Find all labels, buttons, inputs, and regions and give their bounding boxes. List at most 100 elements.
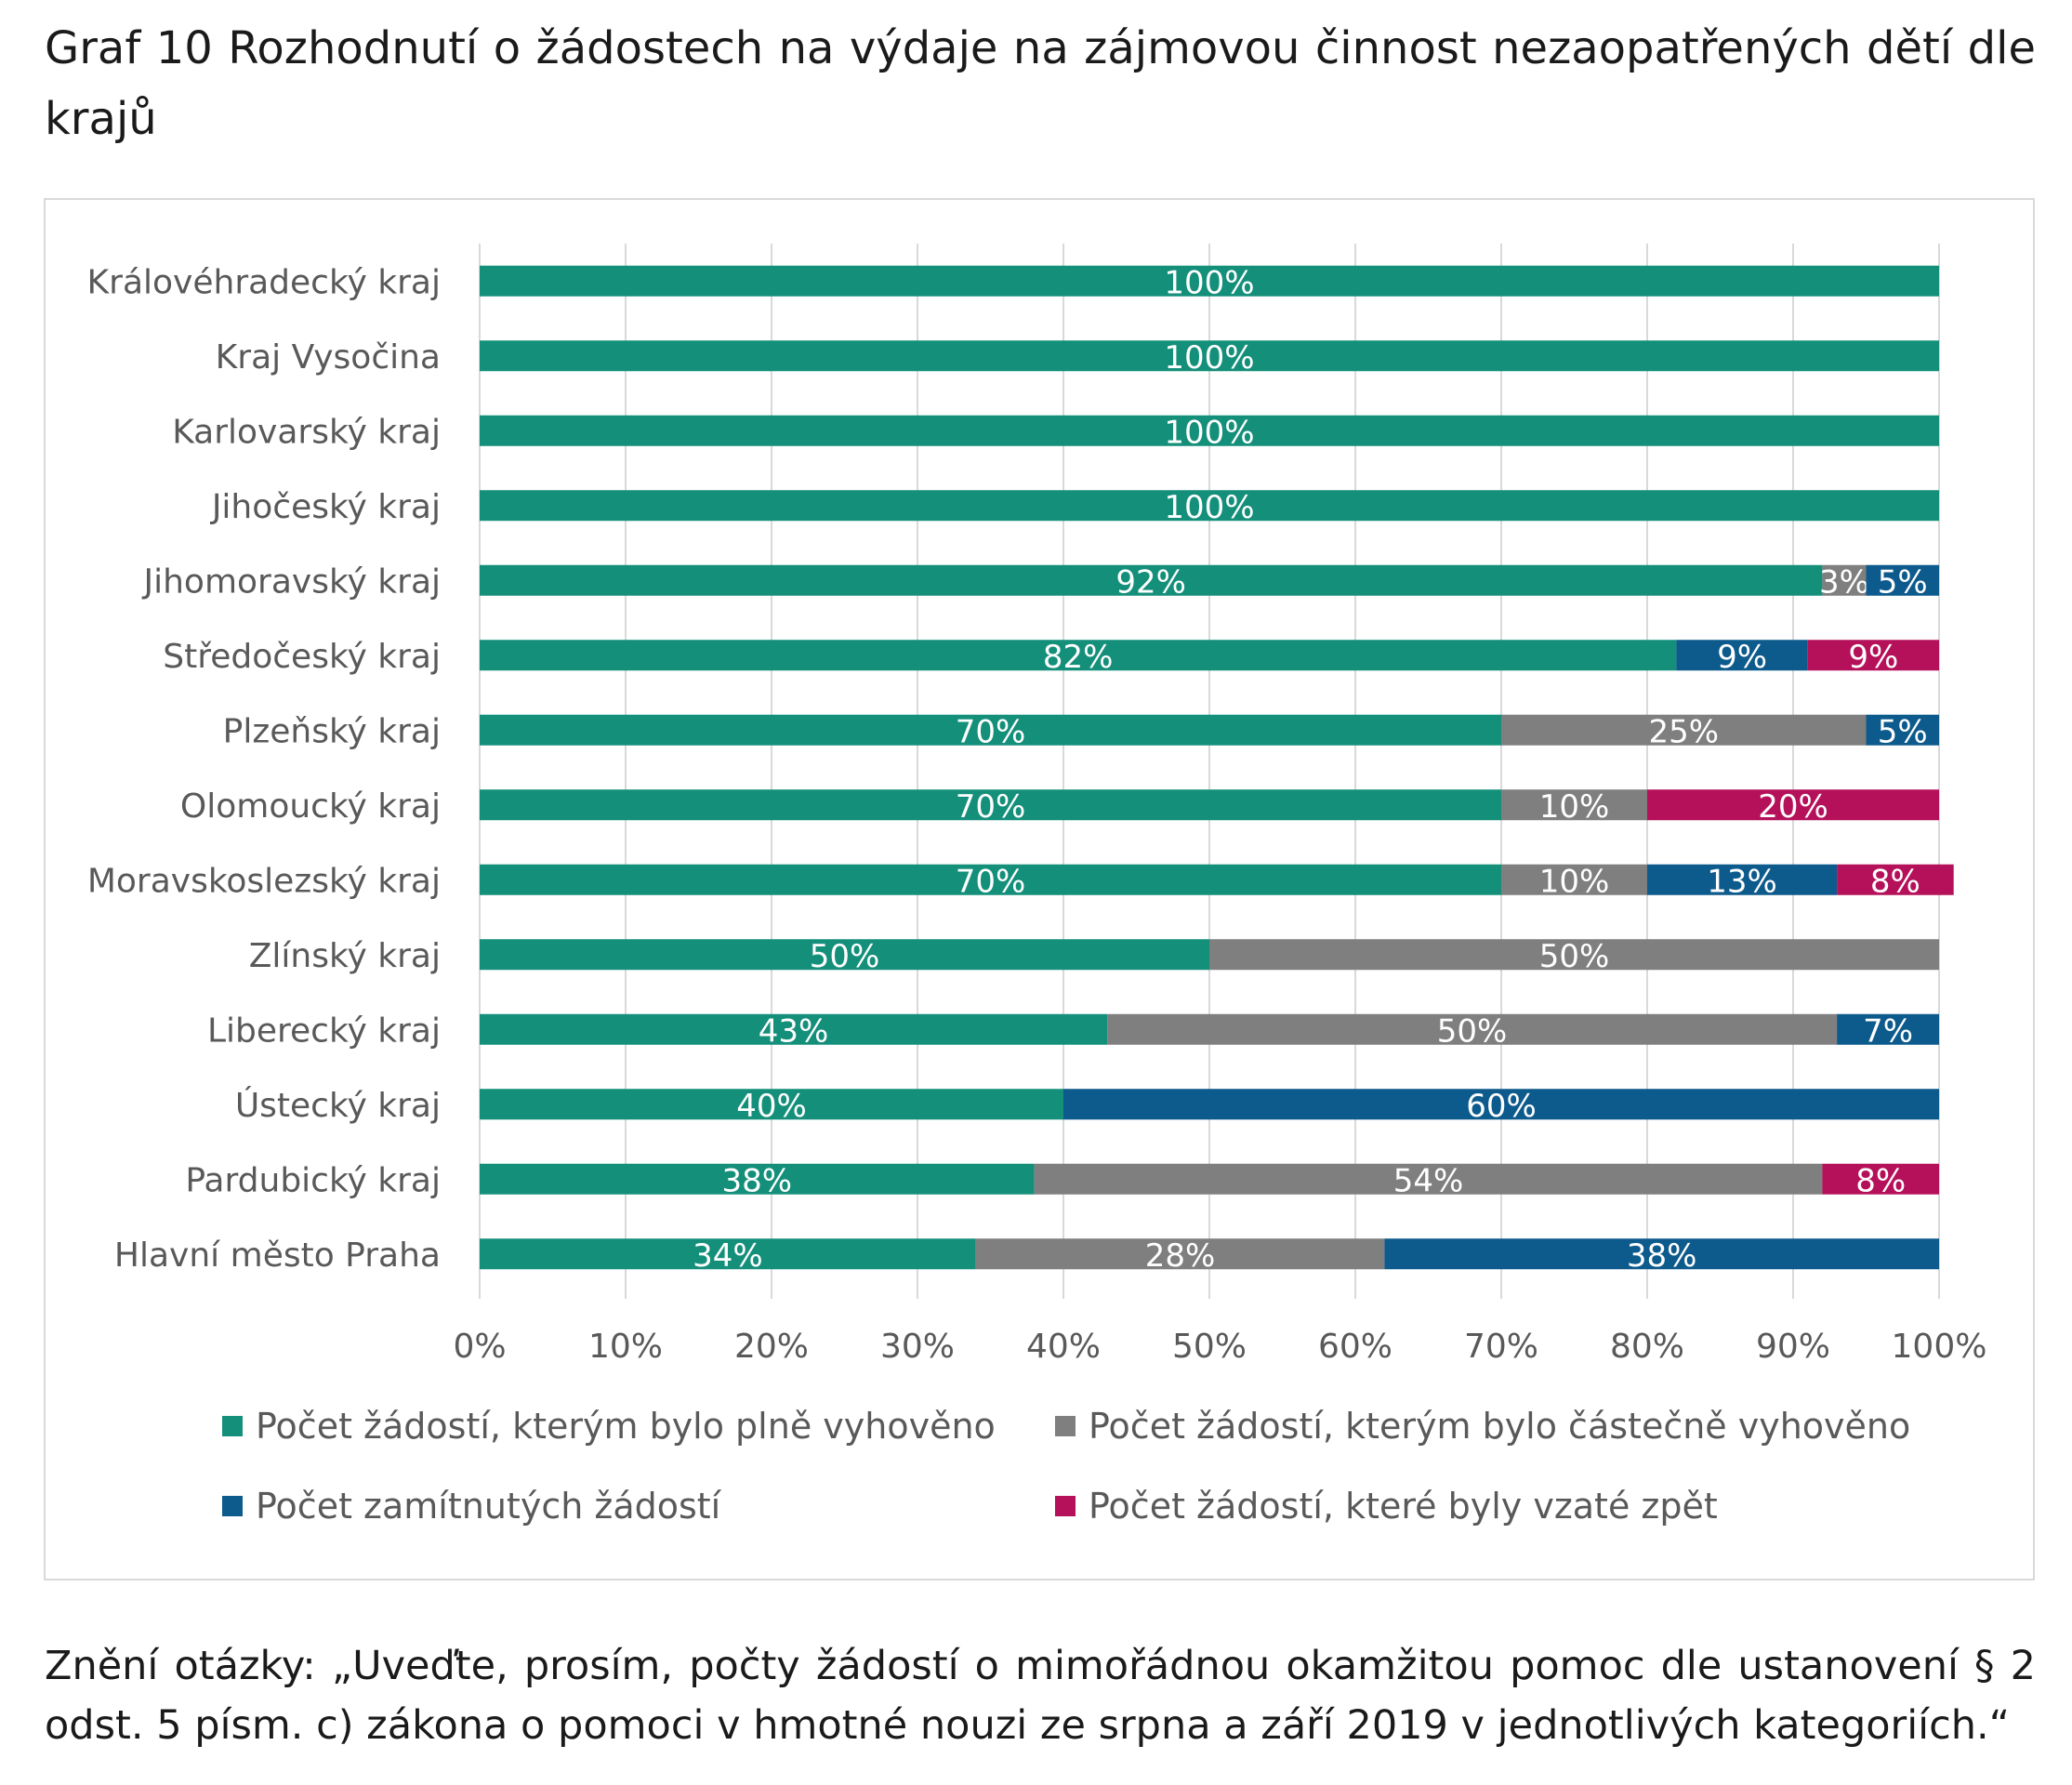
bar-segment [480, 939, 1209, 971]
data-label: 9% [1717, 639, 1767, 676]
bar-segment [1209, 939, 1939, 971]
x-tick-label: 100% [1892, 1328, 1987, 1366]
x-tick-label: 40% [1026, 1328, 1101, 1366]
data-label: 10% [1539, 788, 1610, 826]
category-label: Pardubický kraj [185, 1161, 441, 1199]
x-tick-label: 70% [1464, 1328, 1538, 1366]
bar-segment [1063, 1089, 1939, 1120]
stacked-bar-chart: 0% 10% 20% 30% 40% 50% 60% 70% 80% 90% 100% Králové… [87, 244, 1987, 1366]
x-tick-label: 60% [1318, 1328, 1392, 1366]
legend-swatch-withdrawn [1055, 1496, 1076, 1516]
bar-segment [1676, 640, 1808, 671]
bar-segment [480, 1163, 1035, 1195]
data-label: 82% [1043, 639, 1114, 676]
bar-segment [1647, 789, 1939, 821]
question-footnote: Znění otázky: „Uveďte, prosím, počty žád… [45, 1643, 2036, 1749]
data-label: 10% [1539, 863, 1610, 900]
bar-segment [1501, 714, 1867, 746]
bar-segment [1807, 640, 1939, 671]
x-tick-label: 0% [453, 1328, 506, 1366]
data-label: 54% [1393, 1162, 1464, 1199]
chart-caption: Graf 10 Rozhodnutí o žádostech na výdaje… [45, 22, 2036, 145]
legend-swatch-full [222, 1416, 243, 1436]
data-label: 100% [1164, 264, 1254, 301]
data-label: 7% [1863, 1012, 1913, 1050]
category-label: Moravskoslezský kraj [87, 862, 441, 900]
bar-segment [480, 1013, 1108, 1045]
category-label: Liberecký kraj [207, 1012, 441, 1050]
data-label: 40% [736, 1088, 807, 1125]
category-label: Hlavní město Praha [114, 1236, 441, 1275]
data-label: 50% [1437, 1012, 1508, 1050]
legend-swatch-rejected [222, 1496, 243, 1516]
legend-item-withdrawn: Počet žádostí, které byly vzaté zpět [1055, 1486, 1718, 1527]
data-label: 100% [1164, 339, 1254, 377]
bar-segment [480, 564, 1823, 596]
category-label: Zlínský kraj [249, 937, 441, 975]
category-label: Plzeňský kraj [223, 712, 441, 750]
bar-segment [1107, 1013, 1838, 1045]
bar-segment [1866, 564, 1939, 596]
bar-segment [1501, 864, 1647, 895]
data-label: 92% [1115, 563, 1186, 601]
bar-segment [1866, 714, 1939, 746]
data-label: 70% [956, 713, 1026, 750]
category-label: Kraj Vysočina [216, 338, 441, 377]
data-label: 5% [1878, 713, 1928, 750]
legend-label-full: Počet žádostí, kterým bylo plně vyhověno [256, 1406, 996, 1447]
x-tick-label: 90% [1756, 1328, 1830, 1366]
data-label: 34% [693, 1237, 763, 1275]
legend-item-partial: Počet žádostí, kterým bylo částečně vyho… [1055, 1406, 1910, 1447]
data-label: 25% [1648, 713, 1719, 750]
category-label: Středočeský kraj [163, 638, 441, 676]
data-label: 8% [1870, 863, 1920, 900]
x-tick-label: 50% [1172, 1328, 1247, 1366]
data-label: 9% [1848, 639, 1898, 676]
x-tick-label: 20% [734, 1328, 809, 1366]
category-label: Olomoucký kraj [180, 787, 441, 826]
category-label: Jihočeský kraj [210, 488, 441, 526]
legend-label-partial: Počet žádostí, kterým bylo částečně vyho… [1089, 1406, 1911, 1447]
bar-segment [1501, 789, 1647, 821]
data-label: 100% [1164, 414, 1254, 451]
bar-segment [1034, 1163, 1823, 1195]
legend-label-rejected: Počet zamítnutých žádostí [256, 1486, 721, 1527]
legend-item-rejected: Počet zamítnutých žádostí [222, 1486, 720, 1527]
data-label: 43% [759, 1012, 829, 1050]
category-label: Ústecký kraj [235, 1086, 441, 1125]
data-label: 28% [1145, 1237, 1216, 1275]
bar-segment [1822, 564, 1867, 596]
data-label: 38% [1627, 1237, 1697, 1275]
data-label: 20% [1758, 788, 1828, 826]
legend-label-withdrawn: Počet žádostí, které byly vzaté zpět [1089, 1486, 1718, 1527]
bar-segment [480, 415, 1939, 446]
data-label: 70% [956, 788, 1026, 826]
category-label: Královéhradecký kraj [87, 263, 441, 301]
x-tick-label: 80% [1610, 1328, 1684, 1366]
legend-item-full: Počet žádostí, kterým bylo plně vyhověno [222, 1406, 996, 1447]
bar-segment [1384, 1238, 1939, 1270]
category-label: Karlovarský kraj [172, 413, 441, 451]
data-label: 60% [1466, 1088, 1537, 1125]
bar-segment [480, 864, 1501, 895]
bar-segment [1822, 1163, 1939, 1195]
bar-segment [1837, 1013, 1939, 1045]
data-label: 100% [1164, 489, 1254, 526]
bar-segment [480, 340, 1939, 372]
bar-segment [480, 265, 1939, 297]
bar-segment [480, 789, 1501, 821]
bar-segment [480, 490, 1939, 522]
x-tick-label: 30% [880, 1328, 955, 1366]
legend-swatch-partial [1055, 1416, 1076, 1436]
data-label: 13% [1707, 863, 1777, 900]
data-label: 3% [1819, 563, 1869, 601]
bar-segment [1837, 864, 1954, 895]
data-label: 38% [722, 1162, 793, 1199]
category-label: Jihomoravský kraj [142, 562, 442, 601]
bar-segment [480, 640, 1677, 671]
x-tick-label: 10% [588, 1328, 663, 1366]
data-label: 50% [1539, 938, 1610, 975]
data-label: 50% [810, 938, 880, 975]
data-label: 5% [1878, 563, 1928, 601]
bar-segment [480, 1238, 976, 1270]
